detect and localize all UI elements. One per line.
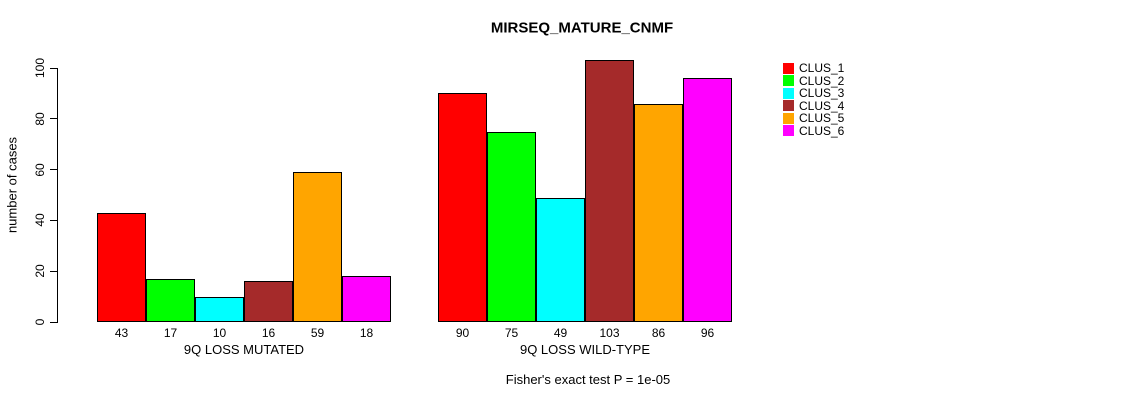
legend-label: CLUS_3 [799, 86, 845, 101]
y-axis-tick-label: 0 [33, 318, 47, 326]
bar-clus_1-group1 [97, 212, 146, 322]
bar-value-label: 75 [504, 326, 519, 340]
legend-swatch-icon [783, 100, 794, 112]
bar-value-label: 17 [163, 326, 178, 340]
bar-clus_4-group2 [585, 60, 634, 322]
legend-swatch-icon [783, 112, 794, 124]
bar-clus_5-group1 [293, 172, 342, 322]
y-axis-tick [50, 270, 57, 272]
legend-entry: CLUS_6 [783, 125, 844, 138]
y-axis-tick-label: 100 [33, 57, 47, 79]
bar-clus_1-group2 [438, 93, 487, 322]
bar-clus_6-group2 [683, 78, 732, 322]
y-axis-tick [50, 169, 57, 171]
bar-clus_2-group2 [487, 131, 536, 322]
bar-value-label: 16 [261, 326, 276, 340]
bar-value-label: 49 [553, 326, 568, 340]
footnote-fisher-test: Fisher's exact test P = 1e-05 [505, 372, 671, 387]
x-group-label-mutated: 9Q LOSS MUTATED [183, 342, 305, 357]
bar-value-label: 86 [651, 326, 666, 340]
y-axis-line [57, 68, 58, 323]
y-axis-tick [50, 321, 57, 323]
y-axis-tick-label: 80 [33, 112, 47, 126]
legend-label: CLUS_4 [799, 98, 845, 113]
x-group-label-wildtype: 9Q LOSS WILD-TYPE [519, 342, 651, 357]
y-axis-tick-label: 40 [33, 213, 47, 228]
y-axis-tick-label: 20 [33, 264, 47, 278]
bar-value-label: 59 [310, 326, 325, 340]
bar-clus_4-group1 [244, 281, 293, 322]
legend-entry: CLUS_3 [783, 87, 844, 100]
legend-label: CLUS_1 [799, 61, 845, 76]
bar-value-label: 10 [212, 326, 227, 340]
y-axis-label: number of cases [4, 136, 20, 234]
bar-clus_3-group2 [536, 197, 585, 322]
bar-value-label: 96 [700, 326, 715, 340]
bar-clus_3-group1 [195, 296, 244, 322]
legend-label: CLUS_6 [799, 123, 845, 138]
bar-value-label: 90 [455, 326, 470, 340]
bar-value-label: 43 [114, 326, 129, 340]
bar-clus_6-group1 [342, 276, 391, 322]
y-axis-tick-label: 60 [33, 162, 47, 177]
legend-label: CLUS_2 [799, 73, 845, 88]
bar-value-label: 103 [599, 326, 620, 340]
y-axis-tick [50, 118, 57, 120]
legend-swatch-icon [783, 87, 794, 99]
bar-clus_2-group1 [146, 278, 195, 322]
legend-entry: CLUS_4 [783, 100, 844, 113]
legend-entry: CLUS_5 [783, 112, 844, 125]
legend-swatch-icon [783, 62, 794, 74]
legend-label: CLUS_5 [799, 111, 845, 126]
legend-entry: CLUS_2 [783, 75, 844, 88]
legend-swatch-icon [783, 125, 794, 137]
bar-clus_5-group2 [634, 103, 683, 322]
y-axis-tick [50, 67, 57, 69]
chart-title: MIRSEQ_MATURE_CNMF [490, 19, 674, 37]
bar-value-label: 18 [359, 326, 374, 340]
legend-entry: CLUS_1 [783, 62, 844, 75]
legend: CLUS_1 CLUS_2 CLUS_3 CLUS_4 CLUS_5 CLUS_6 [783, 62, 844, 137]
legend-swatch-icon [783, 75, 794, 87]
y-axis-tick [50, 219, 57, 221]
